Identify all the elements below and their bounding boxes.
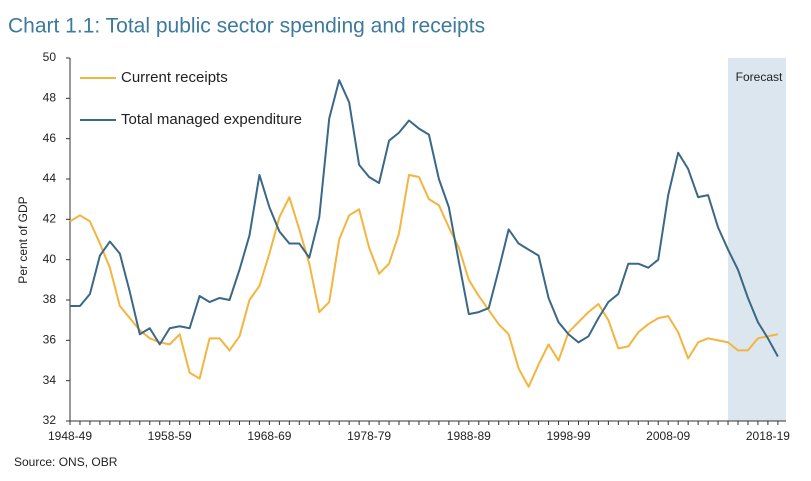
forecast-region bbox=[728, 58, 786, 421]
y-tick-label: 40 bbox=[43, 252, 57, 266]
x-tick-label: 2008-09 bbox=[646, 429, 690, 443]
x-tick-label: 1968-69 bbox=[247, 429, 291, 443]
series-line bbox=[70, 79, 779, 357]
x-tick-label: 1988-89 bbox=[447, 429, 491, 443]
source: Source: ONS, OBR bbox=[14, 455, 118, 469]
legend-label: Total managed expenditure bbox=[121, 111, 302, 128]
chart-title: Chart 1.1: Total public sector spending … bbox=[8, 15, 485, 38]
x-tick-label: 1998-99 bbox=[546, 429, 590, 443]
y-axis-label: Per cent of GDP bbox=[16, 196, 30, 283]
legend-label: Current receipts bbox=[121, 69, 228, 86]
y-tick-label: 46 bbox=[43, 131, 57, 145]
y-tick-label: 38 bbox=[43, 292, 57, 306]
x-tick-label: 2018-19 bbox=[746, 429, 790, 443]
forecast-label: Forecast bbox=[736, 70, 783, 84]
y-tick-label: 32 bbox=[43, 413, 57, 427]
y-tick-label: 36 bbox=[43, 333, 57, 347]
y-tick-label: 50 bbox=[43, 50, 57, 64]
series-line bbox=[69, 173, 779, 388]
y-tick-label: 44 bbox=[43, 171, 57, 185]
x-tick-label: 1948-49 bbox=[48, 429, 92, 443]
y-tick-label: 48 bbox=[43, 91, 57, 105]
x-tick-label: 1958-59 bbox=[148, 429, 192, 443]
y-tick-label: 42 bbox=[43, 212, 57, 226]
x-tick-label: 1978-79 bbox=[347, 429, 391, 443]
y-tick-label: 34 bbox=[43, 373, 57, 387]
